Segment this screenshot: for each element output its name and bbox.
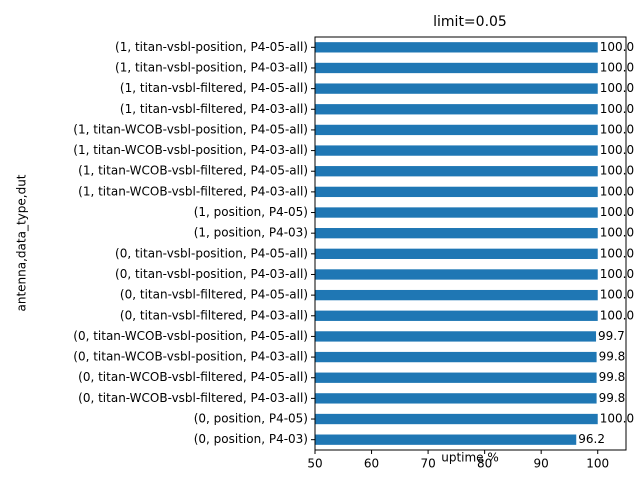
value-label: 100.0 [600,40,634,54]
bar [315,393,597,404]
y-tick-label: (0, titan-WCOB-vsbl-position, P4-05-all) [73,329,308,343]
x-tick-label: 80 [477,457,492,471]
y-tick-label: (1, titan-WCOB-vsbl-filtered, P4-05-all) [78,164,308,178]
value-label: 100.0 [600,164,634,178]
bar [315,228,598,239]
bar [315,207,598,218]
value-label: 100.0 [600,288,634,302]
value-label: 99.8 [599,370,626,384]
bar [315,62,598,74]
bar [315,289,598,301]
value-label: 100.0 [600,143,634,157]
value-label: 96.2 [578,432,605,446]
bar [315,145,598,156]
bar [315,269,598,280]
y-tick-label: (1, position, P4-05) [194,205,308,219]
x-tick-label: 90 [534,457,549,471]
bar [315,166,598,177]
y-tick-label: (0, titan-WCOB-vsbl-filtered, P4-05-all) [78,370,308,384]
y-tick-label: (0, position, P4-05) [194,412,308,426]
x-tick-label: 60 [364,457,379,471]
value-label: 100.0 [600,308,634,322]
x-tick-label: 100 [586,457,609,471]
value-label: 99.8 [599,350,626,364]
y-tick-label: (0, titan-WCOB-vsbl-filtered, P4-03-all) [78,391,308,405]
bar [315,248,598,259]
value-label: 100.0 [600,226,634,240]
y-tick-label: (0, titan-vsbl-filtered, P4-03-all) [120,308,308,322]
bar [315,413,598,425]
x-tick-label: 70 [420,457,435,471]
bar [315,83,598,94]
bar [315,310,598,321]
value-label: 100.0 [600,267,634,281]
bar [315,186,598,198]
y-tick-label: (0, titan-vsbl-position, P4-05-all) [115,246,308,260]
y-tick-label: (1, titan-vsbl-filtered, P4-03-all) [120,102,308,116]
y-tick-label: (0, titan-vsbl-position, P4-03-all) [115,267,308,281]
y-tick-label: (1, titan-vsbl-filtered, P4-05-all) [120,81,308,95]
bar [315,124,598,136]
bar [315,434,577,445]
plot-frame [314,36,627,451]
y-tick-label: (1, titan-WCOB-vsbl-position, P4-03-all) [73,143,308,157]
y-tick-label: (1, titan-WCOB-vsbl-filtered, P4-03-all) [78,184,308,198]
y-tick-label: (0, position, P4-03) [194,432,308,446]
bar [315,331,597,342]
y-tick-label: (0, titan-WCOB-vsbl-position, P4-03-all) [73,350,308,364]
y-tick-label: (0, titan-vsbl-filtered, P4-05-all) [120,288,308,302]
bar [315,42,598,53]
value-label: 100.0 [600,122,634,136]
y-tick-label: (1, titan-vsbl-position, P4-05-all) [115,40,308,54]
value-label: 100.0 [600,184,634,198]
value-label: 100.0 [600,102,634,116]
y-tick-label: (1, titan-WCOB-vsbl-position, P4-05-all) [73,122,308,136]
x-tick-label: 50 [307,457,322,471]
value-label: 100.0 [600,412,634,426]
chart-title: limit=0.05 [433,14,507,30]
value-label: 99.7 [598,329,625,343]
value-label: 100.0 [600,81,634,95]
bar [315,372,597,383]
value-label: 100.0 [600,205,634,219]
bar [315,351,597,363]
bar [315,104,598,115]
y-tick-label: (1, titan-vsbl-position, P4-03-all) [115,60,308,74]
value-label: 99.8 [599,391,626,405]
value-label: 100.0 [600,60,634,74]
y-tick-label: (1, position, P4-03) [194,226,308,240]
value-label: 100.0 [600,246,634,260]
y-axis-label: antenna,data_type,dut [15,174,29,311]
